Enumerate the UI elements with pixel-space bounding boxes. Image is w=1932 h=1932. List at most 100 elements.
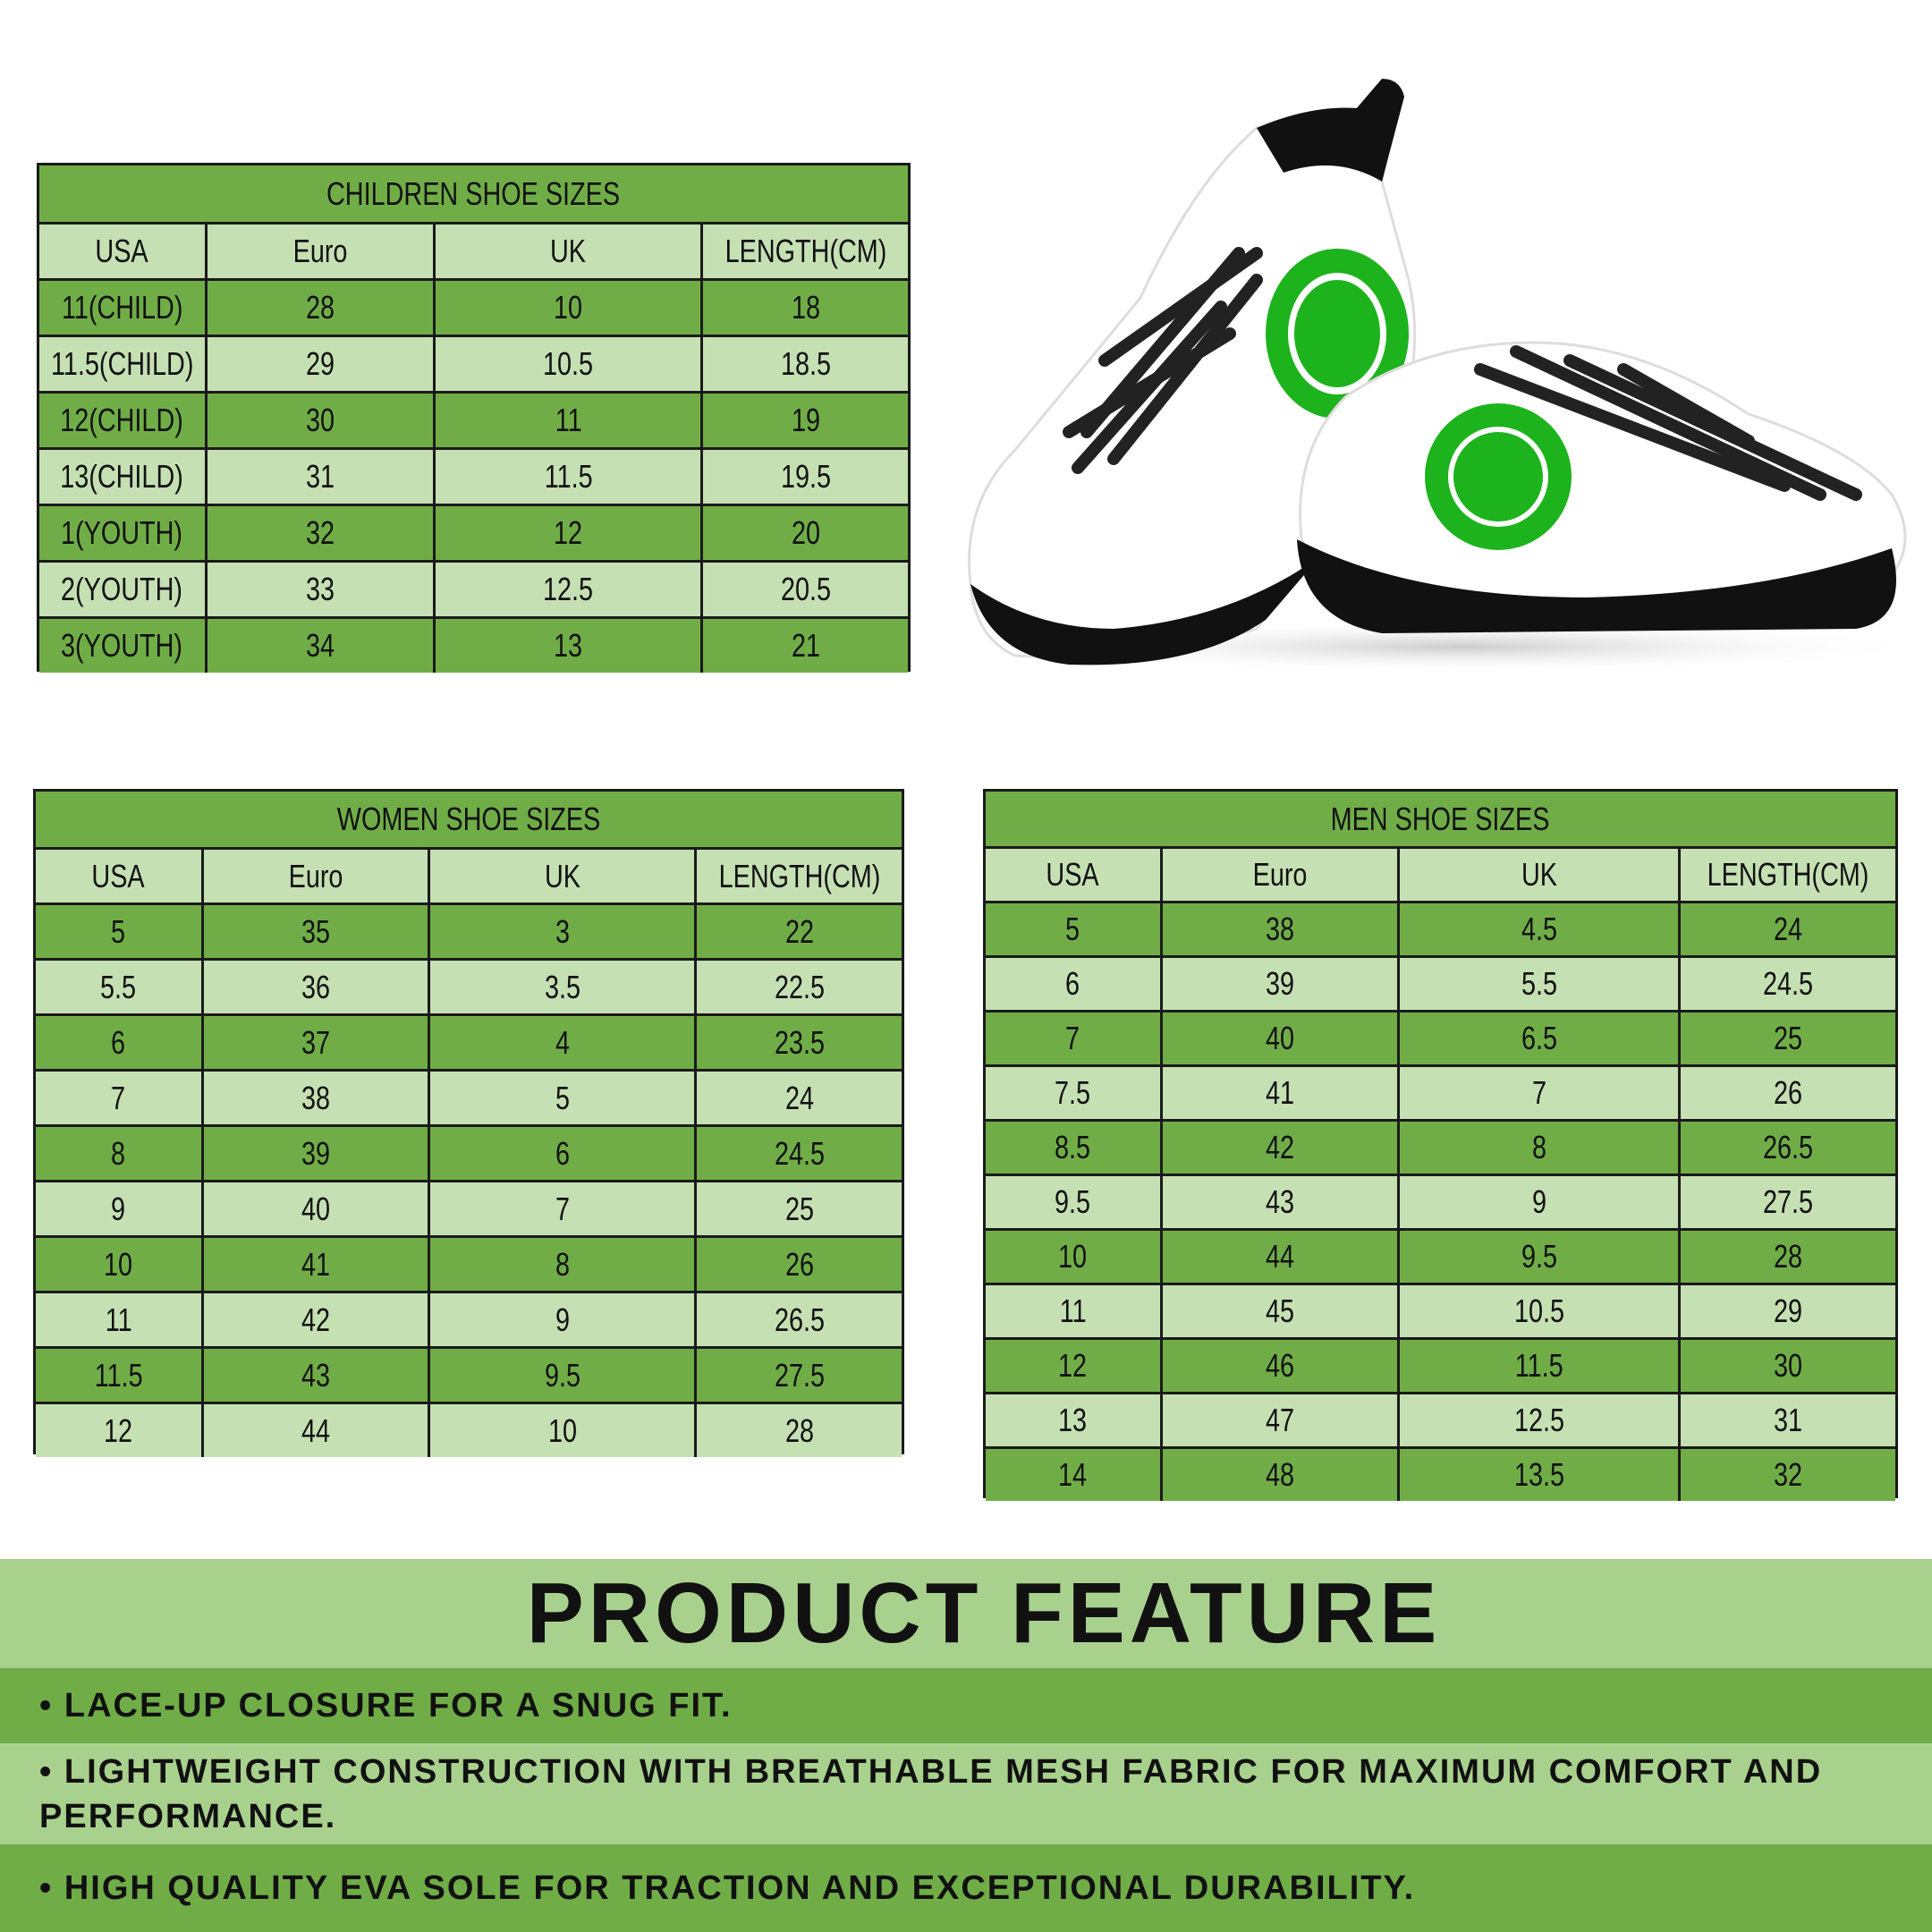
cell-text: 12 — [104, 1411, 133, 1449]
table-row: 11 45 10.5 29 — [986, 1283, 1895, 1337]
table-cell: 41 — [200, 1238, 428, 1291]
cell-text: 5.5 — [1521, 965, 1557, 1002]
column-header: UK — [433, 225, 700, 278]
column-header: USA — [39, 225, 205, 278]
table-cell: 19 — [700, 394, 908, 447]
feature-item: • LACE-UP CLOSURE FOR A SNUG FIT. — [0, 1668, 1932, 1743]
cell-text: 11.5 — [1514, 1347, 1563, 1384]
cell-text: 6 — [555, 1134, 570, 1172]
table-cell: 12 — [433, 506, 700, 560]
table-cell: 10 — [433, 281, 700, 335]
table-cell: 22.5 — [694, 961, 902, 1013]
table-cell: 24 — [694, 1072, 902, 1124]
table-title: MEN SHOE SIZES — [986, 792, 1895, 846]
cell-text: 6.5 — [1521, 1020, 1557, 1056]
cell-text: 9 — [1531, 1183, 1546, 1220]
table-cell: 12.5 — [433, 563, 700, 616]
cell-text: 7 — [1531, 1074, 1546, 1111]
table-row: 6 39 5.5 24.5 — [986, 955, 1895, 1010]
table-cell: 3 — [428, 905, 694, 958]
table-cell: 28 — [1678, 1231, 1895, 1283]
table-cell: 11.5(CHILD) — [39, 337, 205, 391]
cell-text: 9 — [555, 1301, 570, 1338]
cell-text: 8.5 — [1055, 1129, 1091, 1165]
cell-text: 22 — [784, 912, 814, 950]
table-cell: 31 — [204, 450, 433, 504]
cell-text: 43 — [301, 1356, 331, 1394]
table-cell: 9 — [1397, 1176, 1678, 1228]
cell-text: 11 — [105, 1301, 132, 1338]
cell-text: 8 — [111, 1134, 126, 1172]
table-cell: 18.5 — [700, 337, 908, 391]
table-cell: 10.5 — [433, 337, 700, 391]
table-cell: 25 — [1678, 1013, 1895, 1064]
table-cell: 6.5 — [1397, 1013, 1678, 1064]
table-cell: 10.5 — [1397, 1285, 1678, 1337]
table-cell: 9 — [36, 1182, 201, 1235]
table-cell: 11 — [433, 394, 700, 447]
table-row: 8.5 42 8 26.5 — [986, 1119, 1895, 1174]
table-cell: 3(YOUTH) — [39, 619, 205, 673]
cell-text: 28 — [306, 289, 335, 326]
cell-text: 36 — [301, 968, 331, 1005]
table-cell: 6 — [428, 1127, 694, 1180]
cell-text: 43 — [1266, 1183, 1295, 1220]
cell-text: 5 — [555, 1079, 570, 1116]
cell-text: UK — [1521, 856, 1557, 893]
table-row: 11 42 9 26.5 — [36, 1291, 902, 1346]
cell-text: 12(CHILD) — [60, 402, 184, 438]
table-cell: 29 — [204, 337, 433, 391]
cell-text: 13(CHILD) — [60, 458, 184, 495]
cell-text: 40 — [301, 1190, 331, 1227]
cell-text: 10 — [1058, 1238, 1088, 1275]
cell-text: 13.5 — [1513, 1456, 1564, 1493]
cell-text: 27.5 — [774, 1356, 825, 1394]
table-cell: 13.5 — [1397, 1449, 1678, 1501]
table-cell: 30 — [1678, 1340, 1895, 1392]
table-cell: 13(CHILD) — [39, 450, 205, 504]
table-row: 14 48 13.5 32 — [986, 1446, 1895, 1501]
table-cell: 8 — [1397, 1122, 1678, 1174]
cell-text: 24.5 — [774, 1134, 825, 1172]
cell-text: 10 — [547, 1411, 577, 1449]
children-size-table: CHILDREN SHOE SIZES USA Euro UK LENGTH(CM) 11… — [37, 163, 911, 673]
women-size-table: WOMEN SHOE SIZES USA Euro UK LENGTH(CM) 5 35 3 2… — [33, 789, 904, 1457]
table-cell: 6 — [986, 958, 1160, 1010]
table-title-text: MEN SHOE SIZES — [1331, 800, 1550, 837]
cell-text: 12.5 — [543, 571, 594, 607]
table-cell: 27.5 — [694, 1349, 902, 1402]
table-cell: 11 — [986, 1285, 1160, 1337]
cell-text: 44 — [301, 1411, 331, 1449]
cell-text: 23.5 — [774, 1023, 825, 1061]
cell-text: 5 — [111, 912, 126, 950]
table-cell: 4.5 — [1397, 903, 1678, 955]
table-cell: 40 — [200, 1182, 428, 1235]
table-cell: 25 — [694, 1182, 902, 1235]
table-cell: 8.5 — [986, 1122, 1160, 1174]
cell-text: 18 — [791, 289, 820, 326]
table-cell: 27.5 — [1678, 1176, 1895, 1228]
cell-text: 13 — [554, 627, 583, 664]
table-cell: 26 — [1678, 1067, 1895, 1119]
table-cell: 12 — [986, 1340, 1160, 1392]
table-cell: 35 — [200, 905, 428, 958]
table-cell: 5 — [428, 1072, 694, 1124]
table-cell: 5.5 — [36, 961, 201, 1013]
table-cell: 5 — [986, 903, 1160, 955]
table-row: 9.5 43 9 27.5 — [986, 1174, 1895, 1228]
cell-text: 7 — [555, 1190, 570, 1227]
table-cell: 10 — [428, 1404, 694, 1457]
cell-text: LENGTH(CM) — [724, 233, 887, 269]
table-cell: 44 — [1159, 1231, 1397, 1283]
table-row: 5 35 3 22 — [36, 902, 902, 958]
men-size-table: MEN SHOE SIZES USA Euro UK LENGTH(CM) 5 38 4.5 2… — [983, 789, 1898, 1501]
table-cell: 5.5 — [1397, 958, 1678, 1010]
table-cell: 23.5 — [694, 1016, 902, 1069]
table-cell: 36 — [200, 961, 428, 1013]
cell-text: 10.5 — [543, 345, 594, 382]
table-cell: 11 — [36, 1293, 201, 1346]
table-cell: 30 — [204, 394, 433, 447]
table-row: 3(YOUTH) 34 13 21 — [39, 616, 908, 673]
cell-text: 31 — [306, 458, 335, 495]
cell-text: LENGTH(CM) — [1707, 856, 1869, 893]
